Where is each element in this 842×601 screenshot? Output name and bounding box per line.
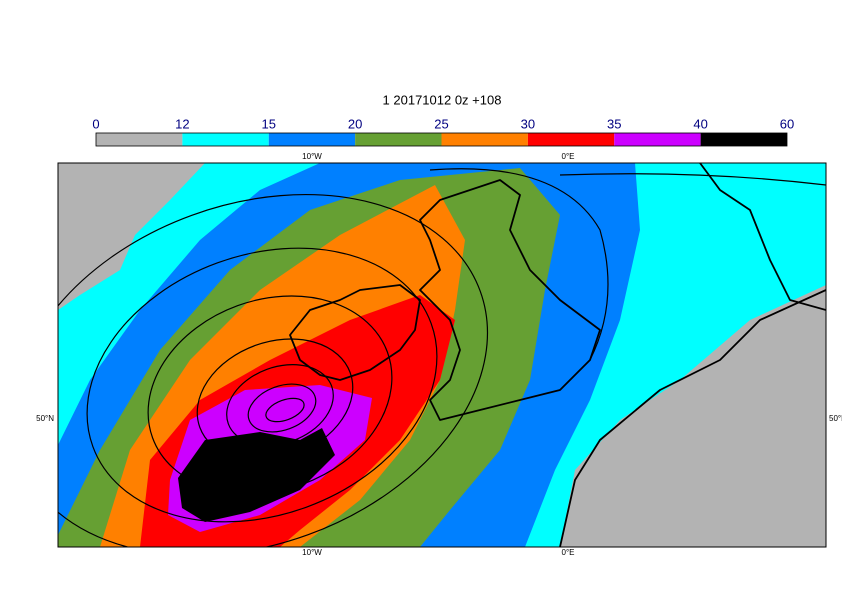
lat-label: 50°N <box>829 414 842 423</box>
wind-band-60 <box>178 428 335 522</box>
colorbar-segment <box>527 133 615 146</box>
colorbar-segment <box>268 133 356 146</box>
low-wind-area <box>58 163 205 310</box>
colorbar-tick-label: 15 <box>262 116 276 131</box>
colorbar-segment <box>182 133 269 146</box>
lon-label: 0°E <box>562 548 575 557</box>
colorbar-segment <box>614 133 701 146</box>
coastlines <box>289 163 826 547</box>
lon-label: 10°W <box>302 152 322 161</box>
land-area <box>560 285 826 547</box>
lat-label: 50°N <box>36 414 54 423</box>
pressure-contours <box>58 168 826 547</box>
colorbar-tick-label: 30 <box>521 116 535 131</box>
colorbar-segment <box>441 133 528 146</box>
colorbar: 0 12 15 20 25 30 35 40 60 <box>92 116 794 147</box>
colorbar-segment <box>96 133 183 146</box>
map-frame <box>57 162 827 548</box>
colorbar-segment <box>355 133 442 146</box>
title: 1 20171012 0z +108 <box>383 92 502 107</box>
colorbar-tick-label: 25 <box>434 116 448 131</box>
lon-label: 10°W <box>302 548 322 557</box>
colorbar-tick-label: 60 <box>780 116 794 131</box>
colorbar-tick-label: 35 <box>607 116 621 131</box>
colorbar-segment <box>700 133 787 146</box>
colorbar-tick-label: 40 <box>693 116 707 131</box>
lon-label: 0°E <box>562 152 575 161</box>
colorbar-frame <box>95 132 788 147</box>
colorbar-tick-label: 0 <box>92 116 99 131</box>
colorbar-tick-label: 12 <box>175 116 189 131</box>
colorbar-tick-label: 20 <box>348 116 362 131</box>
map-area <box>58 163 826 547</box>
